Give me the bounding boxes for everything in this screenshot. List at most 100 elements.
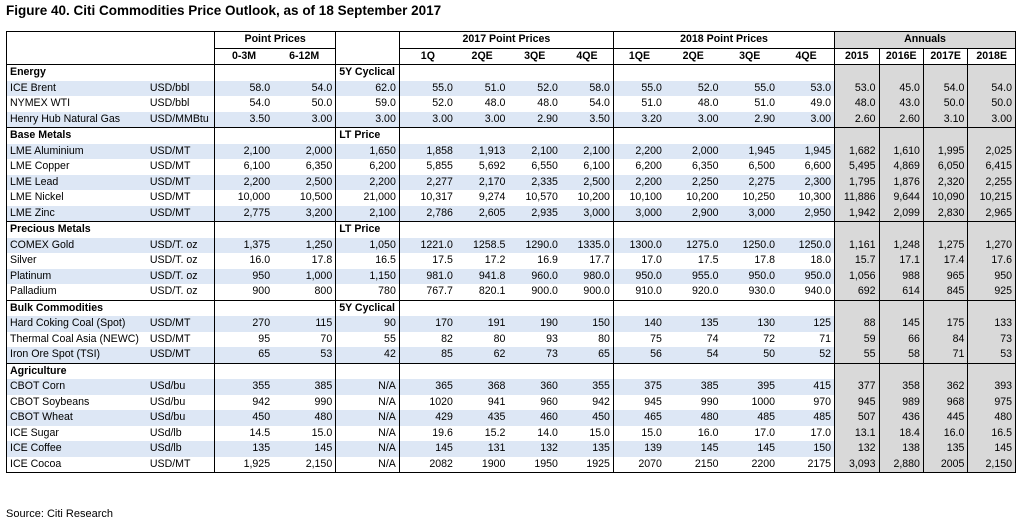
price-2017-q2: 941 <box>487 395 506 408</box>
price-2017-q1: 1,858 <box>399 143 456 159</box>
table-cell <box>967 64 1016 81</box>
price-2018-q3: 145 <box>721 441 779 457</box>
price-2017-q3: 2,100 <box>508 143 561 159</box>
point-price-6-12m: 50.0 <box>273 96 337 112</box>
point-price-0-3m: 3.50 <box>214 111 274 128</box>
table-cell <box>560 221 614 238</box>
commodity-name: LME Copper <box>10 160 70 173</box>
annual-2017e: 2,830 <box>923 205 969 222</box>
commodity-name: LME Zinc <box>6 205 147 222</box>
annual-2017e: 1,275 <box>923 237 969 253</box>
annual-2016e: 9,644 <box>879 190 924 206</box>
price-2018-q2: 2,000 <box>664 143 722 159</box>
annual-2017e: 445 <box>923 410 969 426</box>
header-row-sub: 0-3M 6-12M 1Q 2QE 3QE 4QE 1QE 2QE 3QE 4Q… <box>6 48 1016 65</box>
table-cell <box>778 362 836 379</box>
long-term-price: N/A <box>335 456 400 473</box>
price-2017-q1: 1221.0 <box>399 237 456 253</box>
col-2018-4qe: 4QE <box>778 48 836 65</box>
table-cell <box>273 221 337 238</box>
col-2017-1q: 1Q <box>399 48 456 65</box>
commodity-name: Palladium <box>10 285 57 298</box>
table-cell <box>214 299 274 316</box>
price-2017-q4: 17.7 <box>560 253 614 269</box>
price-2017-q2: 80 <box>493 332 506 345</box>
price-2017-q1: 17.5 <box>432 254 453 267</box>
price-2018-q1: 375 <box>613 379 665 395</box>
price-2017-q1: 2,786 <box>399 205 456 222</box>
price-2018-q1: 3.20 <box>613 111 665 128</box>
price-2017-q2: 131 <box>455 441 509 457</box>
annual-2017e: 71 <box>923 347 969 363</box>
commodity-name: ICE Cocoa <box>10 457 62 470</box>
annual-2016e: 988 <box>879 268 924 284</box>
price-2017-q2: 941.8 <box>455 268 509 284</box>
price-2018-q4: 150 <box>778 441 836 457</box>
table-cell <box>879 64 924 81</box>
point-price-0-3m: 942 <box>252 395 271 408</box>
col-0-3m: 0-3M <box>214 48 274 65</box>
annual-2015: 1,161 <box>834 237 880 253</box>
price-2017-q3: 960.0 <box>508 268 561 284</box>
commodity-name: ICE Coffee <box>6 441 147 457</box>
annual-2017e: 54.0 <box>923 80 969 96</box>
annuals-header: Annuals <box>834 31 1016 49</box>
commodity-name: Platinum <box>6 268 147 284</box>
annual-2015: 1,795 <box>834 174 880 190</box>
point-price-0-3m: 65 <box>214 347 274 363</box>
long-term-price: 55 <box>335 331 400 347</box>
long-term-price: N/A <box>335 394 400 410</box>
point-price-0-3m: 950 <box>214 268 274 284</box>
price-2018-q1: 3,000 <box>613 205 665 222</box>
price-2017-q3: 360 <box>508 379 561 395</box>
annual-2015: 507 <box>834 410 880 426</box>
table-cell <box>967 362 1016 379</box>
price-2018-q2: 135 <box>664 316 722 332</box>
price-2017-q2: 1900 <box>481 457 506 470</box>
annual-2015: 1,942 <box>834 205 880 222</box>
price-2017-q1: 429 <box>399 410 456 426</box>
annual-2017e: 135 <box>923 441 969 457</box>
table-cell <box>721 362 779 379</box>
price-2018-q4: 2,300 <box>778 174 836 190</box>
table-body: Energy 5Y Cyclical ICE Brent USD/bbl 58.0 54.… <box>6 64 1016 473</box>
annual-2015: 692 <box>834 284 880 300</box>
point-price-6-12m: 17.8 <box>273 253 337 269</box>
commodity-unit: USD/MT <box>146 347 216 363</box>
annual-2017e: 3.10 <box>923 111 969 128</box>
price-2017-q3: 10,570 <box>525 191 558 204</box>
section-header-row: Agriculture <box>6 362 1016 379</box>
annual-2018e: 3.00 <box>967 111 1016 128</box>
table-cell <box>455 221 509 238</box>
point-price-0-3m: 2,100 <box>214 143 274 159</box>
price-2017-q1: 2082 <box>429 457 453 470</box>
price-2017-q1: 1020 <box>429 395 453 408</box>
price-2017-q3: 2,935 <box>508 205 561 222</box>
annual-2017e: 845 <box>923 284 969 300</box>
price-2018-q2: 17.5 <box>697 254 719 267</box>
annual-2015: 88 <box>834 316 880 332</box>
price-2017-q3: 900.0 <box>531 285 558 298</box>
commodity-name: LME Lead <box>6 174 147 190</box>
table-cell <box>399 362 456 379</box>
col-2018e: 2018E <box>967 48 1016 65</box>
table-cell <box>399 64 456 81</box>
commodity-row: LME Nickel USD/MT 10,000 10,500 21,000 10,317… <box>7 190 1016 206</box>
point-price-6-12m: 70 <box>273 331 337 347</box>
price-2017-q4: 900.0 <box>560 284 614 300</box>
price-2017-q2: 2,605 <box>455 205 509 222</box>
price-2017-q3: 73 <box>508 347 561 363</box>
annual-2016e: 614 <box>879 284 924 300</box>
commodity-name: LME Nickel <box>10 191 64 204</box>
price-2018-q1: 55.0 <box>613 80 665 96</box>
section-price-basis: LT Price <box>335 127 400 144</box>
commodity-name: Iron Ore Spot (TSI) <box>6 347 147 363</box>
annual-2015: 377 <box>834 379 880 395</box>
table-cell <box>455 64 509 81</box>
price-2018-q3: 51.0 <box>754 97 776 110</box>
price-2017-q4: 65 <box>560 347 614 363</box>
table-cell <box>273 64 337 81</box>
price-2017-q3: 1950 <box>534 457 558 470</box>
point-price-0-3m: 54.0 <box>249 97 271 110</box>
point-price-0-3m: 10,000 <box>237 191 271 204</box>
